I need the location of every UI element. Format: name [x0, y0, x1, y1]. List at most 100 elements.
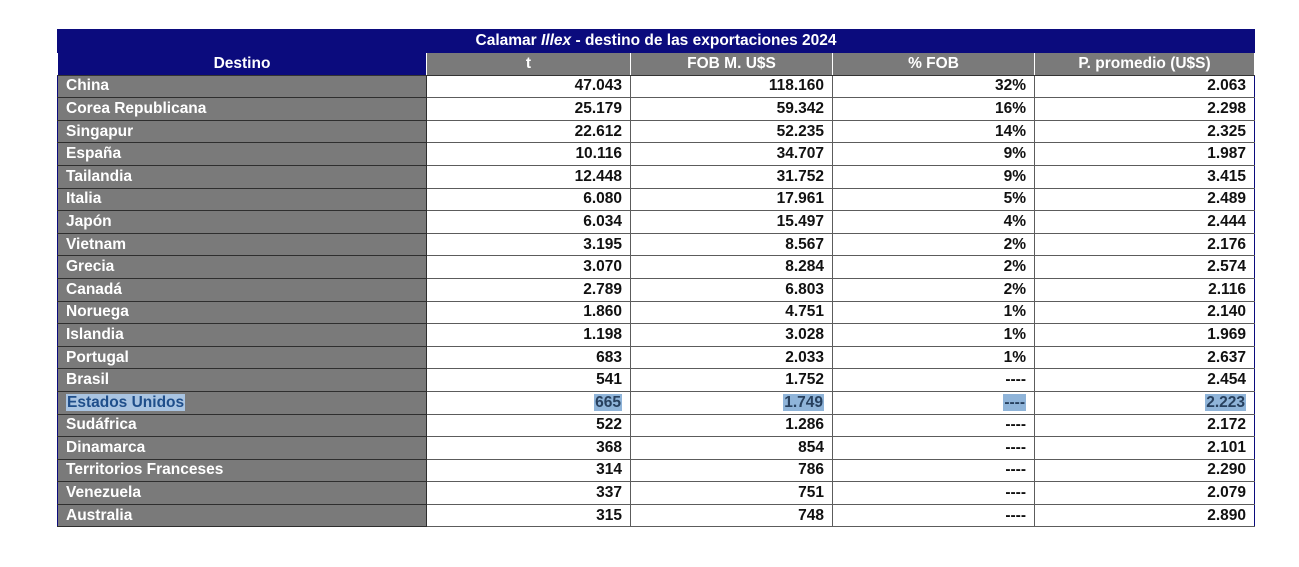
- table-row[interactable]: Australia 315 748 ---- 2.890: [57, 504, 1256, 528]
- cell-pct-fob[interactable]: 1%: [832, 301, 1035, 325]
- cell-pct-fob[interactable]: 2%: [832, 278, 1035, 302]
- column-header-precio[interactable]: P. promedio (U$S): [1033, 52, 1256, 76]
- cell-pct-fob[interactable]: 4%: [832, 210, 1035, 234]
- cell-fob[interactable]: 52.235: [630, 120, 833, 144]
- cell-t[interactable]: 22.612: [426, 120, 631, 144]
- cell-t[interactable]: 522: [426, 414, 631, 438]
- cell-t[interactable]: 337: [426, 481, 631, 505]
- cell-destino[interactable]: Singapur: [57, 120, 427, 144]
- cell-t[interactable]: 314: [426, 459, 631, 483]
- cell-fob[interactable]: 748: [630, 504, 833, 528]
- table-row[interactable]: Tailandia 12.448 31.752 9% 3.415: [57, 165, 1256, 189]
- cell-pct-fob[interactable]: ----: [832, 391, 1035, 415]
- cell-fob[interactable]: 6.803: [630, 278, 833, 302]
- cell-precio[interactable]: 2.063: [1034, 75, 1256, 99]
- cell-precio[interactable]: 2.116: [1034, 278, 1256, 302]
- table-row[interactable]: Grecia 3.070 8.284 2% 2.574: [57, 255, 1256, 279]
- cell-destino[interactable]: Islandia: [57, 323, 427, 347]
- cell-pct-fob[interactable]: ----: [832, 459, 1035, 483]
- table-row[interactable]: Corea Republicana 25.179 59.342 16% 2.298: [57, 97, 1256, 121]
- cell-precio[interactable]: 2.489: [1034, 188, 1256, 212]
- cell-fob[interactable]: 118.160: [630, 75, 833, 99]
- cell-pct-fob[interactable]: 5%: [832, 188, 1035, 212]
- cell-destino[interactable]: Japón: [57, 210, 427, 234]
- cell-fob[interactable]: 1.749: [630, 391, 833, 415]
- table-row[interactable]: España 10.116 34.707 9% 1.987: [57, 142, 1256, 166]
- cell-fob[interactable]: 3.028: [630, 323, 833, 347]
- table-row[interactable]: Brasil 541 1.752 ---- 2.454: [57, 368, 1256, 392]
- cell-destino[interactable]: Noruega: [57, 301, 427, 325]
- cell-pct-fob[interactable]: 32%: [832, 75, 1035, 99]
- cell-precio[interactable]: 2.172: [1034, 414, 1256, 438]
- cell-pct-fob[interactable]: ----: [832, 414, 1035, 438]
- cell-destino[interactable]: China: [57, 75, 427, 99]
- cell-t[interactable]: 3.070: [426, 255, 631, 279]
- cell-pct-fob[interactable]: 9%: [832, 165, 1035, 189]
- cell-t[interactable]: 683: [426, 346, 631, 370]
- cell-precio[interactable]: 2.101: [1034, 436, 1256, 460]
- cell-pct-fob[interactable]: 1%: [832, 346, 1035, 370]
- cell-t[interactable]: 541: [426, 368, 631, 392]
- table-row[interactable]: Estados Unidos 665 1.749 ---- 2.223: [57, 391, 1256, 415]
- cell-t[interactable]: 315: [426, 504, 631, 528]
- cell-fob[interactable]: 854: [630, 436, 833, 460]
- cell-destino[interactable]: Grecia: [57, 255, 427, 279]
- cell-destino[interactable]: Italia: [57, 188, 427, 212]
- cell-destino[interactable]: España: [57, 142, 427, 166]
- cell-destino[interactable]: Canadá: [57, 278, 427, 302]
- cell-t[interactable]: 25.179: [426, 97, 631, 121]
- cell-precio[interactable]: 1.987: [1034, 142, 1256, 166]
- cell-pct-fob[interactable]: ----: [832, 504, 1035, 528]
- cell-destino[interactable]: Tailandia: [57, 165, 427, 189]
- cell-t[interactable]: 1.198: [426, 323, 631, 347]
- table-row[interactable]: Vietnam 3.195 8.567 2% 2.176: [57, 233, 1256, 257]
- cell-precio[interactable]: 2.140: [1034, 301, 1256, 325]
- cell-destino[interactable]: Venezuela: [57, 481, 427, 505]
- cell-fob[interactable]: 8.284: [630, 255, 833, 279]
- cell-precio[interactable]: 2.325: [1034, 120, 1256, 144]
- cell-precio[interactable]: 2.574: [1034, 255, 1256, 279]
- cell-destino[interactable]: Dinamarca: [57, 436, 427, 460]
- table-row[interactable]: Sudáfrica 522 1.286 ---- 2.172: [57, 414, 1256, 438]
- cell-precio[interactable]: 2.637: [1034, 346, 1256, 370]
- cell-destino[interactable]: Portugal: [57, 346, 427, 370]
- cell-destino[interactable]: Sudáfrica: [57, 414, 427, 438]
- cell-pct-fob[interactable]: 2%: [832, 255, 1035, 279]
- cell-precio[interactable]: 2.890: [1034, 504, 1256, 528]
- cell-t[interactable]: 47.043: [426, 75, 631, 99]
- cell-precio[interactable]: 2.298: [1034, 97, 1256, 121]
- cell-t[interactable]: 368: [426, 436, 631, 460]
- cell-fob[interactable]: 59.342: [630, 97, 833, 121]
- column-header-pct-fob[interactable]: % FOB: [832, 52, 1035, 76]
- column-header-destino[interactable]: Destino: [57, 52, 427, 76]
- cell-fob[interactable]: 2.033: [630, 346, 833, 370]
- table-row[interactable]: China 47.043 118.160 32% 2.063: [57, 75, 1256, 99]
- cell-t[interactable]: 1.860: [426, 301, 631, 325]
- cell-fob[interactable]: 1.286: [630, 414, 833, 438]
- cell-precio[interactable]: 2.079: [1034, 481, 1256, 505]
- cell-fob[interactable]: 1.752: [630, 368, 833, 392]
- table-row[interactable]: Singapur 22.612 52.235 14% 2.325: [57, 120, 1256, 144]
- cell-t[interactable]: 6.080: [426, 188, 631, 212]
- column-header-t[interactable]: t: [426, 52, 631, 76]
- cell-precio[interactable]: 3.415: [1034, 165, 1256, 189]
- cell-fob[interactable]: 8.567: [630, 233, 833, 257]
- cell-fob[interactable]: 751: [630, 481, 833, 505]
- table-row[interactable]: Venezuela 337 751 ---- 2.079: [57, 481, 1256, 505]
- table-row[interactable]: Dinamarca 368 854 ---- 2.101: [57, 436, 1256, 460]
- cell-fob[interactable]: 34.707: [630, 142, 833, 166]
- cell-pct-fob[interactable]: ----: [832, 436, 1035, 460]
- cell-t[interactable]: 3.195: [426, 233, 631, 257]
- cell-precio[interactable]: 2.290: [1034, 459, 1256, 483]
- cell-fob[interactable]: 4.751: [630, 301, 833, 325]
- cell-pct-fob[interactable]: 2%: [832, 233, 1035, 257]
- table-row[interactable]: Canadá 2.789 6.803 2% 2.116: [57, 278, 1256, 302]
- cell-destino[interactable]: Corea Republicana: [57, 97, 427, 121]
- cell-destino[interactable]: Australia: [57, 504, 427, 528]
- cell-fob[interactable]: 786: [630, 459, 833, 483]
- column-header-fob[interactable]: FOB M. U$S: [630, 52, 833, 76]
- cell-pct-fob[interactable]: 16%: [832, 97, 1035, 121]
- cell-t[interactable]: 665: [426, 391, 631, 415]
- table-row[interactable]: Japón 6.034 15.497 4% 2.444: [57, 210, 1256, 234]
- cell-precio[interactable]: 2.444: [1034, 210, 1256, 234]
